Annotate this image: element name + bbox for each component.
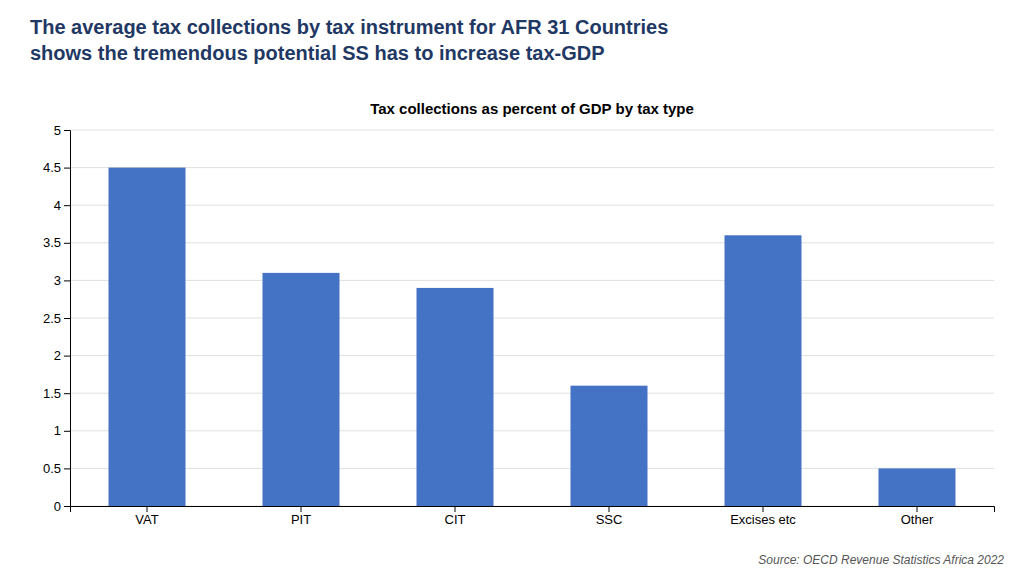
y-tick: 0.5 [43, 461, 70, 476]
y-tick-mark [64, 393, 70, 394]
y-tick-mark [64, 506, 70, 507]
bar [879, 468, 956, 506]
x-tick: Other [901, 506, 934, 527]
x-tick-mark [763, 506, 764, 512]
y-tick: 3 [54, 273, 70, 288]
title-line: shows the tremendous potential SS has to… [30, 42, 605, 64]
y-tick: 1.5 [43, 386, 70, 401]
y-tick: 4.5 [43, 160, 70, 175]
y-tick-label: 2 [54, 348, 61, 363]
grid-line [70, 167, 994, 168]
y-tick: 4 [54, 198, 70, 213]
y-tick-mark [64, 468, 70, 469]
x-tick-label: SSC [596, 512, 623, 527]
y-tick-mark [64, 318, 70, 319]
chart: The average tax collections by tax instr… [0, 0, 1024, 576]
x-tick-label: CIT [445, 512, 466, 527]
y-tick-mark [64, 356, 70, 357]
x-tick-mark [147, 506, 148, 512]
y-tick-label: 1 [54, 423, 61, 438]
y-tick-label: 2.5 [43, 311, 61, 326]
y-tick-label: 3.5 [43, 235, 61, 250]
y-tick-label: 0 [54, 499, 61, 514]
x-tick-mark [301, 506, 302, 512]
y-tick-mark [64, 205, 70, 206]
x-tick: CIT [445, 506, 466, 527]
x-tick: SSC [596, 506, 623, 527]
x-tick-label: Excises etc [730, 512, 796, 527]
grid-line [70, 355, 994, 356]
grid-line [70, 280, 994, 281]
x-tick-mark [609, 506, 610, 512]
x-tick-mark [917, 506, 918, 512]
chart-title: Tax collections as percent of GDP by tax… [370, 100, 694, 117]
x-tick: Excises etc [730, 506, 796, 527]
grid-line [70, 130, 994, 131]
y-tick-label: 3 [54, 273, 61, 288]
grid-line [70, 393, 994, 394]
y-axis-line [64, 131, 71, 507]
y-tick-label: 1.5 [43, 386, 61, 401]
x-tick-label: Other [901, 512, 934, 527]
x-tick: VAT [135, 506, 158, 527]
bar [263, 273, 340, 506]
bar [725, 235, 802, 506]
grid-line [70, 468, 994, 469]
y-tick-mark [64, 130, 70, 131]
plot: Tax collections as percent of GDP by tax… [43, 100, 995, 527]
y-axis: 0 0.5 1 1.5 2 2.5 3 3.5 4 4.5 5 [43, 123, 71, 514]
title-line: The average tax collections by tax instr… [30, 16, 668, 38]
y-tick: 2.5 [43, 311, 70, 326]
grid-line [70, 318, 994, 319]
y-tick-label: 0.5 [43, 461, 61, 476]
grid-line [70, 430, 994, 431]
y-tick: 0 [54, 499, 70, 514]
x-axis: VAT PIT CIT SSC Excises etc Other [71, 506, 995, 527]
bars [109, 168, 956, 506]
x-tick-label: VAT [135, 512, 158, 527]
y-tick-label: 4 [54, 198, 61, 213]
y-tick-label: 4.5 [43, 160, 61, 175]
title: The average tax collections by tax instr… [30, 16, 668, 64]
bar [571, 386, 648, 506]
x-tick-label: PIT [291, 512, 311, 527]
y-tick-label: 5 [54, 123, 61, 138]
y-tick-mark [64, 243, 70, 244]
x-tick-mark [455, 506, 456, 512]
grid [70, 130, 994, 506]
y-tick: 2 [54, 348, 70, 363]
bar [109, 168, 186, 506]
grid-line [70, 242, 994, 243]
y-tick: 1 [54, 423, 70, 438]
y-tick: 5 [54, 123, 70, 138]
y-tick-mark [64, 168, 70, 169]
y-tick: 3.5 [43, 235, 70, 250]
y-tick-mark [64, 431, 70, 432]
source-note: Source: OECD Revenue Statistics Africa 2… [758, 553, 1004, 567]
x-tick: PIT [291, 506, 311, 527]
bar [417, 288, 494, 506]
y-tick-mark [64, 280, 70, 281]
x-axis-line [71, 507, 995, 513]
grid-line [70, 205, 994, 206]
